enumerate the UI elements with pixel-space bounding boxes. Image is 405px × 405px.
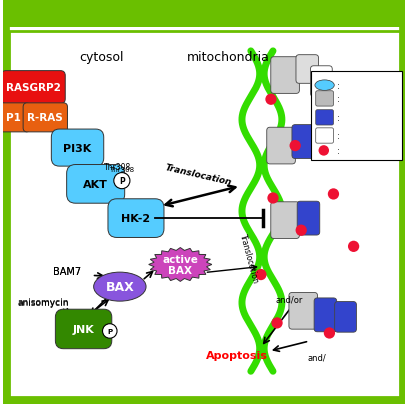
FancyBboxPatch shape — [295, 55, 318, 84]
FancyBboxPatch shape — [334, 302, 356, 333]
Text: active
BAX: active BAX — [162, 254, 198, 275]
Circle shape — [347, 241, 358, 252]
Text: :: : — [337, 81, 339, 90]
Bar — [5, 4, 403, 28]
Circle shape — [289, 141, 300, 152]
Text: Translocation: Translocation — [164, 162, 232, 186]
Circle shape — [271, 318, 282, 329]
Text: BAM7: BAM7 — [53, 266, 81, 276]
Text: P: P — [107, 328, 112, 334]
Text: :: : — [337, 113, 339, 123]
Circle shape — [113, 173, 130, 189]
Text: P1: P1 — [6, 113, 20, 123]
FancyBboxPatch shape — [315, 92, 333, 107]
Text: Translocation: Translocation — [237, 233, 259, 285]
FancyBboxPatch shape — [311, 72, 401, 160]
Ellipse shape — [314, 81, 333, 91]
Text: Thr308: Thr308 — [109, 166, 134, 172]
Text: R-RAS: R-RAS — [28, 113, 63, 123]
FancyBboxPatch shape — [23, 104, 67, 132]
FancyBboxPatch shape — [1, 71, 65, 104]
Text: HK-2: HK-2 — [121, 213, 150, 224]
Text: cytosol: cytosol — [79, 51, 124, 64]
Text: BAM7: BAM7 — [53, 266, 81, 276]
Circle shape — [318, 146, 328, 156]
FancyBboxPatch shape — [296, 202, 319, 235]
Text: anisomycin: anisomycin — [17, 298, 69, 307]
Text: and/or: and/or — [275, 294, 302, 303]
Text: :: : — [337, 147, 339, 156]
FancyBboxPatch shape — [315, 111, 333, 126]
Circle shape — [255, 269, 266, 281]
FancyBboxPatch shape — [266, 128, 295, 164]
Circle shape — [267, 193, 278, 204]
FancyBboxPatch shape — [0, 104, 30, 132]
Text: P: P — [119, 177, 124, 185]
FancyBboxPatch shape — [66, 165, 124, 204]
FancyBboxPatch shape — [288, 293, 317, 329]
Text: :: : — [337, 95, 339, 104]
Text: :: : — [337, 132, 339, 141]
FancyBboxPatch shape — [55, 309, 111, 349]
Circle shape — [323, 328, 334, 339]
FancyBboxPatch shape — [51, 130, 103, 167]
FancyBboxPatch shape — [5, 4, 403, 401]
Text: BAX: BAX — [105, 280, 134, 293]
FancyBboxPatch shape — [9, 32, 399, 397]
FancyBboxPatch shape — [315, 128, 333, 144]
Circle shape — [265, 94, 276, 106]
Text: AKT: AKT — [83, 179, 108, 190]
FancyBboxPatch shape — [270, 58, 298, 94]
Text: and/: and/ — [307, 353, 326, 362]
FancyBboxPatch shape — [108, 199, 164, 238]
Text: PI3K: PI3K — [63, 143, 92, 153]
Text: mitochondria: mitochondria — [187, 51, 269, 64]
FancyBboxPatch shape — [291, 125, 314, 159]
Circle shape — [327, 189, 338, 200]
Ellipse shape — [94, 273, 146, 301]
Text: Thr308: Thr308 — [104, 163, 131, 172]
Circle shape — [295, 225, 306, 236]
FancyBboxPatch shape — [310, 66, 331, 97]
Text: JNK: JNK — [72, 324, 94, 334]
Text: Apoptosis: Apoptosis — [205, 350, 267, 360]
Text: RASGRP2: RASGRP2 — [6, 83, 60, 93]
FancyBboxPatch shape — [313, 298, 336, 332]
PathPatch shape — [148, 248, 211, 282]
FancyBboxPatch shape — [270, 202, 298, 239]
Text: anisomycin: anisomycin — [17, 298, 69, 307]
Circle shape — [102, 324, 117, 339]
